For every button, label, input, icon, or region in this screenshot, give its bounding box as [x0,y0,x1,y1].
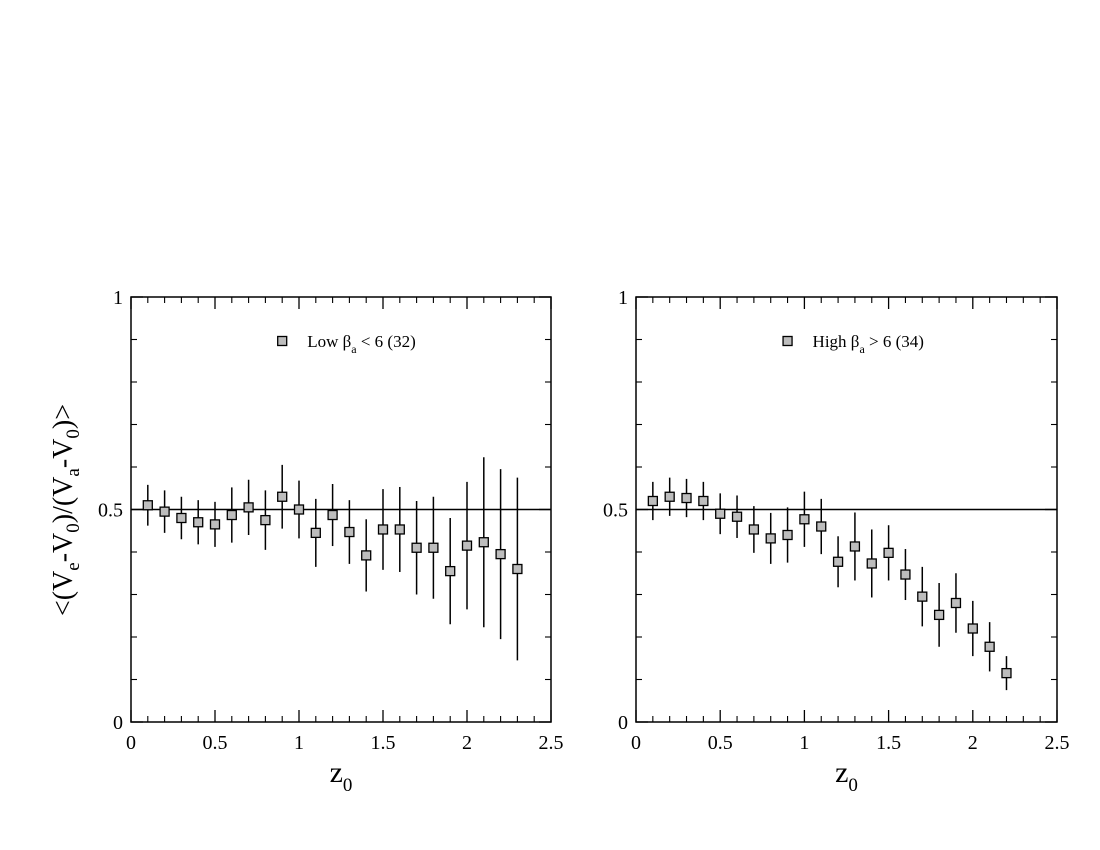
data-point [816,521,827,532]
legend-marker [277,335,288,347]
data-point [731,511,743,522]
data-point [950,597,962,609]
data-point [327,509,338,521]
x-tick-label: 1.5 [876,732,901,754]
data-point [277,491,288,502]
data-point [782,529,793,541]
data-point [377,524,389,535]
y-tick-label: 1 [113,287,123,309]
data-point [900,569,911,580]
y-tick-label: 1 [618,287,628,309]
data-point [193,517,204,528]
data-point [260,514,271,526]
data-point [176,512,187,524]
data-point [799,514,810,525]
x-tick-label: 0.5 [708,732,733,754]
x-axis-title: z0 [330,756,353,796]
y-tick-label: 0 [618,712,628,734]
data-point [361,550,372,561]
data-point [411,542,422,553]
x-tick-label: 0.5 [203,732,228,754]
x-tick-label: 0 [631,732,641,754]
data-point [445,565,456,577]
x-tick-label: 2 [462,732,472,754]
data-point [226,509,237,521]
data-point [984,641,995,652]
data-point [495,548,506,560]
data-point [209,519,221,530]
right-chart-panel: 0 0.5 1 1.5 2 2.5 0 0.5 1 z0 High βa > 6 (34) [603,287,1070,796]
data-point [664,491,675,502]
data-point [715,508,726,519]
legend-marker [782,335,793,347]
data-point [1001,667,1012,679]
data-point [159,506,170,517]
data-point [933,609,945,621]
data-point [647,495,658,507]
legend-label: High βa > 6 (34) [813,332,924,356]
data-point [883,547,894,558]
y-axis-label: <(Ve-V0)/(Va-V0)> [48,404,84,616]
x-tick-label: 1.5 [371,732,396,754]
data-point [293,504,305,515]
data-point [967,623,978,634]
y-tick-label: 0.5 [98,500,123,522]
x-tick-label: 2 [968,732,978,754]
data-point [243,502,254,513]
data-point [849,541,861,552]
x-axis-title: z0 [835,756,858,796]
data-point [512,563,523,575]
data-point [917,591,928,602]
y-tick-label: 0.5 [603,500,628,522]
data-point [428,542,439,553]
y-tick-label: 0 [113,712,123,734]
x-tick-label: 2.5 [539,732,564,754]
data-point [394,524,405,535]
left-chart-panel: 0 0.5 1 1.5 2 2.5 0 0.5 1 z0 Low βa < 6 (32) [98,287,564,796]
data-point [765,533,776,544]
data-point [142,500,153,511]
data-point [344,526,355,538]
data-point [478,537,489,548]
x-tick-label: 0 [126,732,136,754]
data-point [832,556,844,567]
x-tick-label: 1 [294,732,304,754]
data-point [748,524,760,535]
data-point [698,495,709,507]
data-point [681,492,692,504]
legend-label: Low βa < 6 (32) [307,332,416,356]
data-point [461,540,473,551]
x-tick-label: 1 [799,732,809,754]
data-point [866,558,877,569]
data-point [310,527,321,539]
x-tick-label: 2.5 [1045,732,1070,754]
